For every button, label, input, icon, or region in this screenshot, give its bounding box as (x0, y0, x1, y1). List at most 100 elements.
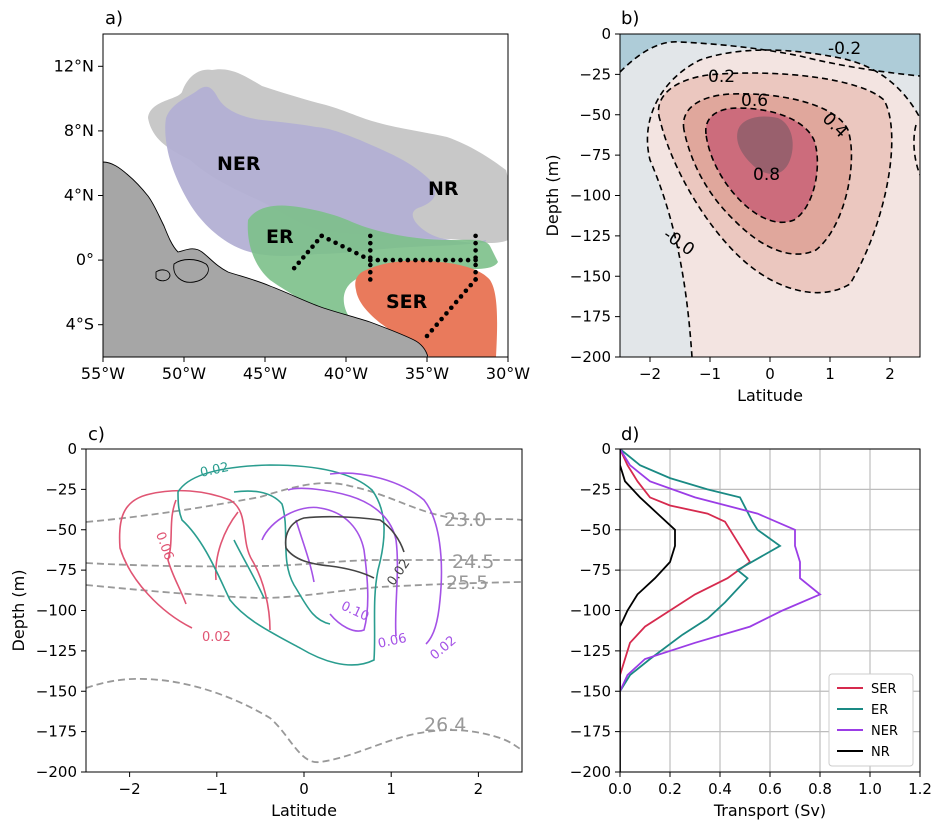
contour-label-c-3: 0.02 (202, 630, 231, 645)
x-tick-label: −1 (699, 365, 721, 383)
panel-d-lines (620, 449, 822, 772)
y-tick-label: 8°N (64, 121, 94, 140)
section-dot (435, 257, 441, 263)
section-dot (305, 249, 311, 255)
y-axis-label: Depth (m) (543, 155, 562, 237)
contour-er-0-02 (177, 464, 385, 666)
contour-label-b-1: -0.2 (828, 39, 861, 59)
x-axis-label: Latitude (737, 386, 803, 405)
y-tick-label: −175 (36, 723, 77, 741)
x-tick-label: 2 (474, 780, 484, 798)
panel-b-contour: b) -0.2 0.2 0.6 0.4 0.8 -0.0 (543, 8, 921, 405)
section-dot (390, 257, 396, 263)
contour-label-c-1: 0.02 (199, 460, 230, 481)
y-tick-label: −50 (579, 106, 611, 124)
section-dot (368, 240, 373, 246)
y-tick-label: 0 (601, 25, 611, 43)
y-tick-label: −25 (579, 480, 611, 498)
section-dot (463, 288, 469, 294)
section-dot (383, 257, 388, 263)
contour-ner-0-06 (287, 487, 399, 637)
density-label-24-5: 24.5 (452, 551, 494, 573)
x-tick-label: 1 (825, 365, 835, 383)
section-dot (458, 294, 464, 299)
x-tick-label: 50°W (162, 364, 206, 383)
section-dot (326, 237, 331, 242)
y-tick-label: 4°S (66, 315, 94, 334)
panel-d-axes: 0.0 0.2 0.4 0.6 0.8 1.0 1.2 0 −25 −50 −75 −100 −125 −… (570, 440, 932, 820)
y-tick-label: −75 (579, 146, 611, 164)
section-dot (333, 240, 338, 246)
y-tick-label: −50 (579, 521, 611, 539)
section-dot (319, 233, 325, 239)
section-dot (347, 247, 352, 253)
region-ser-area (355, 260, 498, 357)
x-tick-label: 1.0 (858, 780, 882, 798)
contour-label-c-7: 0.02 (385, 556, 414, 588)
contour-label-b-3: 0.6 (741, 91, 768, 111)
section-dot (368, 257, 373, 263)
section-dot (420, 257, 426, 263)
contour-ner-0-02 (329, 472, 443, 645)
legend: SER ER NER NR (828, 673, 914, 767)
section-dot (310, 244, 315, 249)
section-dot (424, 333, 430, 339)
y-tick-label: 0 (67, 440, 77, 458)
y-tick-label: −100 (36, 602, 77, 620)
land-area (103, 161, 429, 357)
density-label-25-5: 25.5 (446, 572, 488, 594)
y-tick-label: −200 (570, 763, 611, 781)
panel-a-axes: 55°W 50°W 45°W 40°W 35°W 30°W 12°N 8°N 4°N 0° 4°S (54, 56, 531, 383)
x-tick-label: 2 (885, 365, 895, 383)
x-tick-label: 0 (299, 780, 309, 798)
contour-er-0-06 (233, 490, 331, 625)
contour-ser-0-02 (118, 489, 271, 631)
island-small (155, 269, 171, 282)
y-tick-label: −25 (579, 65, 611, 83)
panel-a-tag: a) (105, 8, 123, 29)
legend-label: ER (871, 703, 888, 718)
contour-label-b-5: 0.8 (753, 165, 780, 185)
x-axis-label: Transport (Sv) (713, 801, 826, 820)
panel-a-map: a) NER NR ER SER 55°W 50°W 45°W 40°W 35°W 3 (54, 8, 531, 383)
section-dot (413, 257, 418, 263)
legend-box (828, 673, 914, 767)
y-tick-label: −150 (570, 267, 611, 285)
x-axis-label: Latitude (271, 801, 337, 820)
label-ser: SER (386, 291, 428, 313)
x-tick-label: 1 (386, 780, 396, 798)
section-dot (405, 257, 411, 263)
section-dot (375, 257, 381, 263)
contour-er-0-10 (233, 539, 265, 599)
contour-label-c-4: 0.10 (339, 599, 372, 625)
contour-label-c-6: 0.02 (428, 633, 460, 663)
x-tick-label: 0.0 (608, 780, 632, 798)
density-label-23-0: 23.0 (444, 509, 486, 531)
y-axis-label: Depth (m) (9, 570, 28, 652)
section-dot (473, 240, 478, 246)
contour-label-c-2: 0.06 (152, 530, 176, 562)
label-ner: NER (217, 153, 261, 175)
y-tick-label: −125 (570, 227, 611, 245)
y-tick-label: −200 (570, 348, 611, 366)
section-dot (368, 262, 373, 268)
section-dot (449, 305, 454, 311)
x-tick-label: 1.2 (908, 780, 932, 798)
panel-b-axes: −2 −1 0 1 2 0 −25 −50 −75 −100 −125 −150 −175 −200 Lat… (543, 25, 895, 405)
y-tick-label: −125 (36, 642, 77, 660)
contour-b-0-8 (737, 116, 793, 175)
legend-label: NR (871, 745, 890, 760)
y-tick-label: −75 (45, 561, 77, 579)
section-dot (429, 328, 435, 333)
contour-ner-0-10 (261, 506, 369, 632)
panel-d-transport: d) 0.0 0.2 0.4 0.6 0.8 1.0 1.2 0 −25 −50 −75 −100 −1… (570, 424, 932, 820)
panel-d-tag: d) (621, 424, 639, 445)
section-dot (453, 299, 459, 305)
x-tick-label: 0.4 (708, 780, 732, 798)
label-er: ER (266, 226, 294, 248)
x-tick-label: 55°W (81, 364, 125, 383)
y-tick-label: −75 (579, 561, 611, 579)
section-dot (473, 233, 478, 239)
legend-label: NER (871, 724, 898, 739)
